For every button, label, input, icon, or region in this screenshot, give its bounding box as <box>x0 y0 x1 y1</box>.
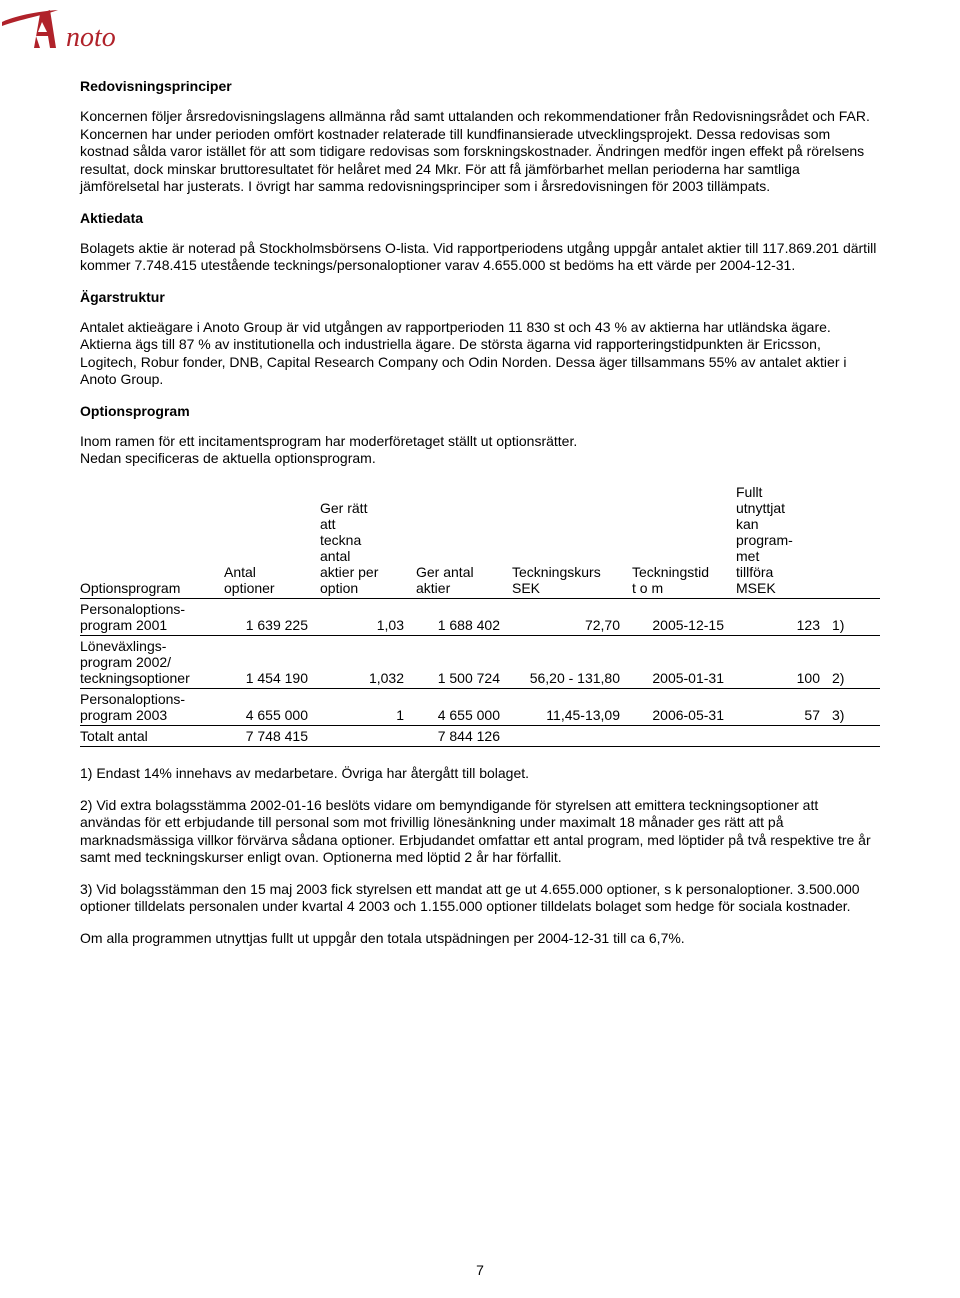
cell-per-option: 1,03 <box>320 599 416 636</box>
cell-program: Personaloptions-program 2001 <box>80 599 224 636</box>
cell-optioner: 1 454 190 <box>224 636 320 689</box>
para-agarstruktur: Antalet aktieägare i Anoto Group är vid … <box>80 319 880 389</box>
cell-program: Personaloptions-program 2003 <box>80 689 224 726</box>
cell-tid: 2005-12-15 <box>632 599 736 636</box>
cell-msek: 123 <box>736 599 832 636</box>
cell-tid: 2005-01-31 <box>632 636 736 689</box>
cell-per-option: 1,032 <box>320 636 416 689</box>
cell-aktier: 4 655 000 <box>416 689 512 726</box>
cell-per-option: 1 <box>320 689 416 726</box>
th-antal-optioner: Antaloptioner <box>224 482 320 599</box>
para-redovisningsprinciper: Koncernen följer årsredovisningslagens a… <box>80 108 880 196</box>
th-teckningskurs: TeckningskursSEK <box>512 482 632 599</box>
cell-note: 2) <box>832 636 880 689</box>
page-content: Redovisningsprinciper Koncernen följer å… <box>0 0 960 981</box>
cell-kurs: 56,20 - 131,80 <box>512 636 632 689</box>
th-tillfora: Fulltutnyttjatkanprogram-mettillföraMSEK <box>736 482 832 599</box>
note-3: 3) Vid bolagsstämman den 15 maj 2003 fic… <box>80 881 880 916</box>
table-row-total: Totalt antal 7 748 415 7 844 126 <box>80 726 880 747</box>
th-antal-aktier: Ger antalaktier <box>416 482 512 599</box>
th-teckningstid: Teckningstidt o m <box>632 482 736 599</box>
cell-kurs: 72,70 <box>512 599 632 636</box>
cell-total-label: Totalt antal <box>80 726 224 747</box>
cell-aktier: 1 688 402 <box>416 599 512 636</box>
cell-msek: 100 <box>736 636 832 689</box>
cell-program: Löneväxlings-program 2002/teckningsoptio… <box>80 636 224 689</box>
page-number: 7 <box>0 1262 960 1278</box>
th-program: Optionsprogram <box>80 482 224 599</box>
cell-msek: 57 <box>736 689 832 726</box>
options-table: Optionsprogram Antaloptioner Ger rättatt… <box>80 482 880 748</box>
company-logo: noto <box>0 8 210 65</box>
heading-optionsprogram: Optionsprogram <box>80 403 880 419</box>
note-4: Om alla programmen utnyttjas fullt ut up… <box>80 930 880 948</box>
heading-redovisningsprinciper: Redovisningsprinciper <box>80 78 880 94</box>
cell-note: 1) <box>832 599 880 636</box>
heading-agarstruktur: Ägarstruktur <box>80 289 880 305</box>
cell-kurs: 11,45-13,09 <box>512 689 632 726</box>
cell-optioner: 4 655 000 <box>224 689 320 726</box>
cell-total-optioner: 7 748 415 <box>224 726 320 747</box>
note-2: 2) Vid extra bolagsstämma 2002-01-16 bes… <box>80 797 880 867</box>
table-row: Löneväxlings-program 2002/teckningsoptio… <box>80 636 880 689</box>
note-1: 1) Endast 14% innehavs av medarbetare. Ö… <box>80 765 880 783</box>
cell-total-aktier: 7 844 126 <box>416 726 512 747</box>
table-row: Personaloptions-program 2001 1 639 225 1… <box>80 599 880 636</box>
para-optionsprogram-intro2: Nedan specificeras de aktuella optionspr… <box>80 450 880 468</box>
para-aktiedata: Bolagets aktie är noterad på Stockholmsb… <box>80 240 880 275</box>
th-aktier-per-option: Ger rättatttecknaantalaktier peroption <box>320 482 416 599</box>
cell-aktier: 1 500 724 <box>416 636 512 689</box>
heading-aktiedata: Aktiedata <box>80 210 880 226</box>
cell-tid: 2006-05-31 <box>632 689 736 726</box>
table-row: Personaloptions-program 2003 4 655 000 1… <box>80 689 880 726</box>
th-note <box>832 482 880 599</box>
svg-text:noto: noto <box>66 22 116 53</box>
para-optionsprogram-intro1: Inom ramen för ett incitamentsprogram ha… <box>80 433 880 451</box>
cell-optioner: 1 639 225 <box>224 599 320 636</box>
cell-note: 3) <box>832 689 880 726</box>
